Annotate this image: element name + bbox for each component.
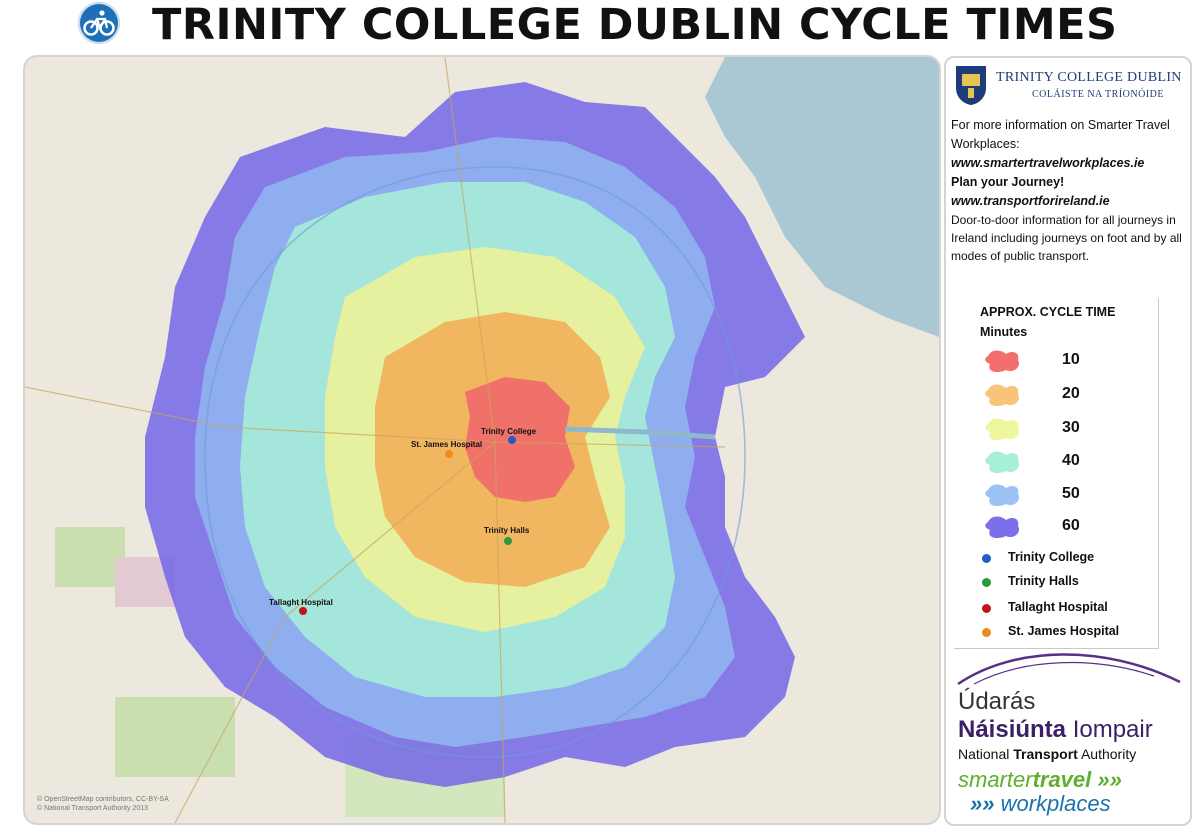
legend-title: APPROX. CYCLE TIME Minutes [980, 302, 1115, 342]
plan-journey-heading: Plan your Journey! [951, 175, 1065, 189]
nta-swoosh-icon [957, 653, 1181, 686]
stw-word: smarter [958, 767, 1033, 792]
road [444, 57, 496, 443]
poi-label: Tallaght Hospital [1008, 600, 1108, 614]
trinity-halls-label: Trinity Halls [484, 526, 530, 535]
legend-swatch [985, 484, 1020, 506]
legend-swatch [985, 418, 1020, 440]
nta-title-irish-1: Údarás [958, 688, 1036, 715]
map-canvas: Trinity College St. James Hospital Trini… [25, 57, 939, 823]
map-attribution: © OpenStreetMap contributors, CC-BY-SA [37, 795, 169, 803]
ring-road [204, 166, 746, 758]
header: TRINITY COLLEGE DUBLIN CYCLE TIMES [0, 0, 1197, 52]
bicycle-icon [78, 2, 120, 44]
trinity-college-label: Trinity College [481, 427, 537, 436]
legend-item: 50 [974, 482, 1154, 510]
legend-item: 30 [974, 416, 1154, 444]
nta-word: National [958, 746, 1014, 762]
smarter-travel-link[interactable]: www.smartertravelworkplaces.ie [951, 156, 1145, 170]
legend-swatch [985, 451, 1020, 473]
nta-title-bold: Náisiúnta [958, 716, 1067, 743]
info-text: For more information on Smarter Travel W… [951, 116, 1187, 265]
stw-word-bold: travel »» [1032, 767, 1122, 792]
poi-label: Trinity Halls [1008, 574, 1079, 588]
legend-value: 30 [1062, 419, 1080, 436]
nta-word: Authority [1077, 746, 1137, 762]
legend-swatch [985, 384, 1020, 406]
legend-item: 20 [974, 382, 1154, 410]
park [55, 527, 125, 587]
smarter-travel-logo-2: »» workplaces [970, 791, 1111, 817]
trinity-halls-marker [504, 537, 512, 545]
info-panel: TRINITY COLLEGE DUBLIN COLÁISTE NA TRÍON… [944, 56, 1192, 826]
road [174, 441, 496, 823]
nta-logo: Údarás Náisiúnta Iompair National Transp… [954, 650, 1184, 820]
legend-value: 50 [1062, 485, 1080, 502]
poi-marker-icon [982, 554, 991, 563]
nta-title-irish-2: Náisiúnta Iompair [958, 716, 1153, 744]
info-line: Door-to-door information for all journey… [951, 213, 1182, 263]
zone-10 [465, 377, 575, 502]
st-james-hospital-marker [445, 450, 453, 458]
nta-title-english: National Transport Authority [958, 746, 1136, 762]
river-liffey [564, 426, 716, 440]
poi-label: St. James Hospital [1008, 624, 1120, 638]
legend-item: 60 [974, 514, 1154, 542]
tcd-logo: TRINITY COLLEGE DUBLIN COLÁISTE NA TRÍON… [954, 64, 1184, 110]
stw-word: workplaces [1000, 791, 1111, 816]
page-title: TRINITY COLLEGE DUBLIN CYCLE TIMES [152, 0, 1118, 50]
st-james-hospital-label: St. James Hospital [411, 440, 482, 449]
legend: APPROX. CYCLE TIME Minutes 10 20 30 40 5… [954, 298, 1159, 649]
tcd-irish-name: COLÁISTE NA TRÍONÓIDE [1032, 89, 1164, 100]
legend-units: Minutes [980, 325, 1028, 339]
transport-for-ireland-link[interactable]: www.transportforireland.ie [951, 194, 1110, 208]
poi-marker-icon [982, 578, 991, 587]
legend-swatch [985, 350, 1020, 372]
trinity-college-marker [508, 436, 516, 444]
nta-word-bold: Transport [1013, 746, 1078, 762]
poi-marker-icon [982, 604, 991, 613]
poi-label: Trinity College [1008, 550, 1095, 564]
road [25, 386, 726, 448]
legend-value: 10 [1062, 351, 1080, 368]
tallaght-hospital-label: Tallaght Hospital [269, 598, 333, 607]
legend-value: 20 [1062, 385, 1080, 402]
park [115, 697, 235, 777]
legend-item: 40 [974, 449, 1154, 477]
legend-value: 40 [1062, 452, 1080, 469]
nta-title-regular: Iompair [1066, 716, 1153, 743]
legend-swatch [985, 516, 1020, 538]
info-line: For more information on Smarter Travel W… [951, 118, 1170, 151]
tcd-crest-icon [954, 64, 988, 106]
tcd-name: TRINITY COLLEGE DUBLIN [996, 70, 1182, 85]
legend-title-line: APPROX. CYCLE TIME [980, 305, 1116, 319]
legend-value: 60 [1062, 517, 1080, 534]
smarter-travel-logo-1: smartertravel »» [958, 767, 1122, 793]
legend-item: 10 [974, 348, 1154, 376]
tallaght-hospital-marker [299, 607, 307, 615]
stw-arrows: »» [970, 791, 1001, 816]
poi-marker-icon [982, 628, 991, 637]
map-attribution: © National Transport Authority 2013 [37, 804, 148, 812]
road [494, 441, 506, 823]
cycle-time-map[interactable]: Trinity College St. James Hospital Trini… [23, 55, 941, 825]
